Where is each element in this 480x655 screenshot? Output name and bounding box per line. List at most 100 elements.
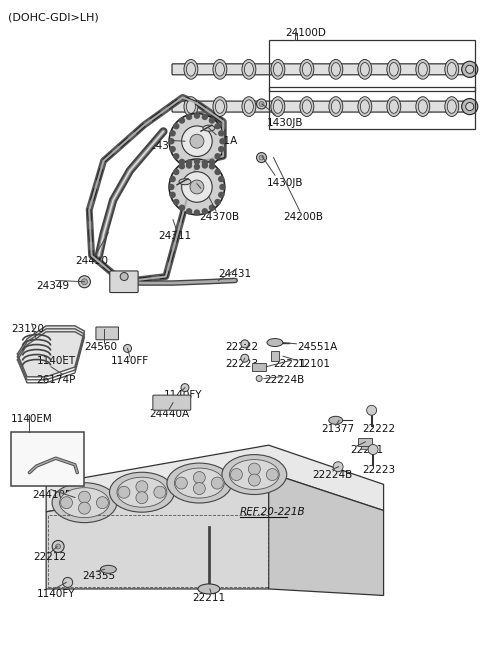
Text: 22223: 22223 (362, 465, 395, 475)
Ellipse shape (222, 455, 287, 495)
Circle shape (211, 477, 223, 489)
Ellipse shape (229, 460, 279, 489)
Circle shape (219, 131, 224, 136)
Circle shape (181, 126, 212, 157)
Text: 21377: 21377 (322, 424, 355, 434)
Circle shape (180, 164, 184, 169)
Text: 1140FF: 1140FF (111, 356, 149, 366)
Ellipse shape (186, 63, 195, 76)
Ellipse shape (52, 483, 117, 523)
Text: 24420: 24420 (75, 255, 108, 266)
Circle shape (181, 172, 212, 202)
Circle shape (180, 205, 184, 210)
Ellipse shape (358, 60, 372, 79)
Text: 24560: 24560 (84, 342, 118, 352)
Ellipse shape (302, 100, 312, 113)
Circle shape (193, 472, 205, 483)
Text: 24349: 24349 (36, 281, 70, 291)
Text: 24355: 24355 (82, 571, 115, 581)
Ellipse shape (360, 63, 369, 76)
Ellipse shape (447, 100, 456, 113)
Bar (361, 446, 370, 449)
Ellipse shape (271, 97, 285, 117)
Bar (252, 363, 266, 371)
Circle shape (230, 468, 242, 481)
Circle shape (78, 276, 90, 288)
Text: 22222: 22222 (226, 342, 259, 352)
Circle shape (241, 354, 249, 362)
Circle shape (466, 66, 474, 73)
Ellipse shape (174, 468, 224, 498)
Circle shape (203, 209, 207, 214)
Circle shape (203, 115, 207, 119)
Text: 1430JB: 1430JB (266, 119, 303, 128)
Circle shape (256, 375, 262, 381)
Text: 1430JB: 1430JB (266, 178, 303, 189)
Circle shape (118, 486, 130, 498)
Ellipse shape (329, 60, 343, 79)
FancyBboxPatch shape (172, 101, 471, 112)
Text: 24551A: 24551A (298, 342, 338, 352)
Circle shape (169, 113, 225, 169)
Circle shape (154, 486, 166, 498)
Text: 24100D: 24100D (286, 28, 326, 38)
Circle shape (220, 139, 225, 143)
Circle shape (203, 163, 207, 168)
Polygon shape (17, 326, 84, 377)
Circle shape (174, 170, 179, 174)
Ellipse shape (184, 60, 198, 79)
FancyBboxPatch shape (153, 395, 191, 410)
Circle shape (215, 200, 220, 204)
Circle shape (466, 103, 474, 111)
Circle shape (259, 102, 264, 107)
Ellipse shape (244, 63, 253, 76)
Text: 24200B: 24200B (283, 212, 323, 222)
Circle shape (194, 159, 199, 164)
Circle shape (123, 345, 132, 352)
Ellipse shape (360, 100, 369, 113)
Circle shape (209, 164, 215, 169)
Ellipse shape (329, 417, 343, 424)
Ellipse shape (216, 100, 225, 113)
Circle shape (136, 481, 148, 493)
Text: 24350D: 24350D (149, 141, 190, 151)
Circle shape (174, 200, 179, 204)
Circle shape (187, 115, 192, 119)
Text: 22224B: 22224B (312, 470, 352, 480)
Circle shape (203, 160, 207, 165)
Circle shape (170, 147, 175, 151)
Bar (269, 40, 475, 91)
Bar (271, 351, 279, 362)
Circle shape (136, 492, 148, 504)
Ellipse shape (271, 60, 285, 79)
Text: 24361A: 24361A (197, 136, 237, 146)
Text: 26174P: 26174P (36, 375, 76, 384)
Circle shape (169, 159, 225, 215)
Circle shape (194, 113, 199, 118)
Polygon shape (46, 445, 384, 512)
Text: 24440A: 24440A (149, 409, 189, 419)
Circle shape (60, 496, 72, 509)
Circle shape (170, 177, 175, 181)
Text: 1140ET: 1140ET (36, 356, 76, 366)
Text: 1140FY: 1140FY (36, 589, 75, 599)
Text: 24431: 24431 (218, 269, 252, 279)
Ellipse shape (389, 63, 398, 76)
Text: 22222: 22222 (362, 424, 395, 434)
Circle shape (169, 185, 174, 189)
Ellipse shape (418, 100, 427, 113)
Circle shape (180, 118, 184, 123)
Polygon shape (269, 473, 384, 595)
Circle shape (219, 147, 224, 151)
Circle shape (63, 578, 72, 588)
Circle shape (194, 164, 199, 169)
Ellipse shape (242, 60, 256, 79)
Circle shape (219, 177, 224, 181)
Circle shape (194, 210, 199, 215)
Circle shape (219, 193, 224, 197)
Circle shape (190, 180, 204, 194)
Ellipse shape (184, 97, 198, 117)
Circle shape (220, 185, 225, 189)
Ellipse shape (213, 97, 227, 117)
FancyBboxPatch shape (96, 327, 119, 340)
